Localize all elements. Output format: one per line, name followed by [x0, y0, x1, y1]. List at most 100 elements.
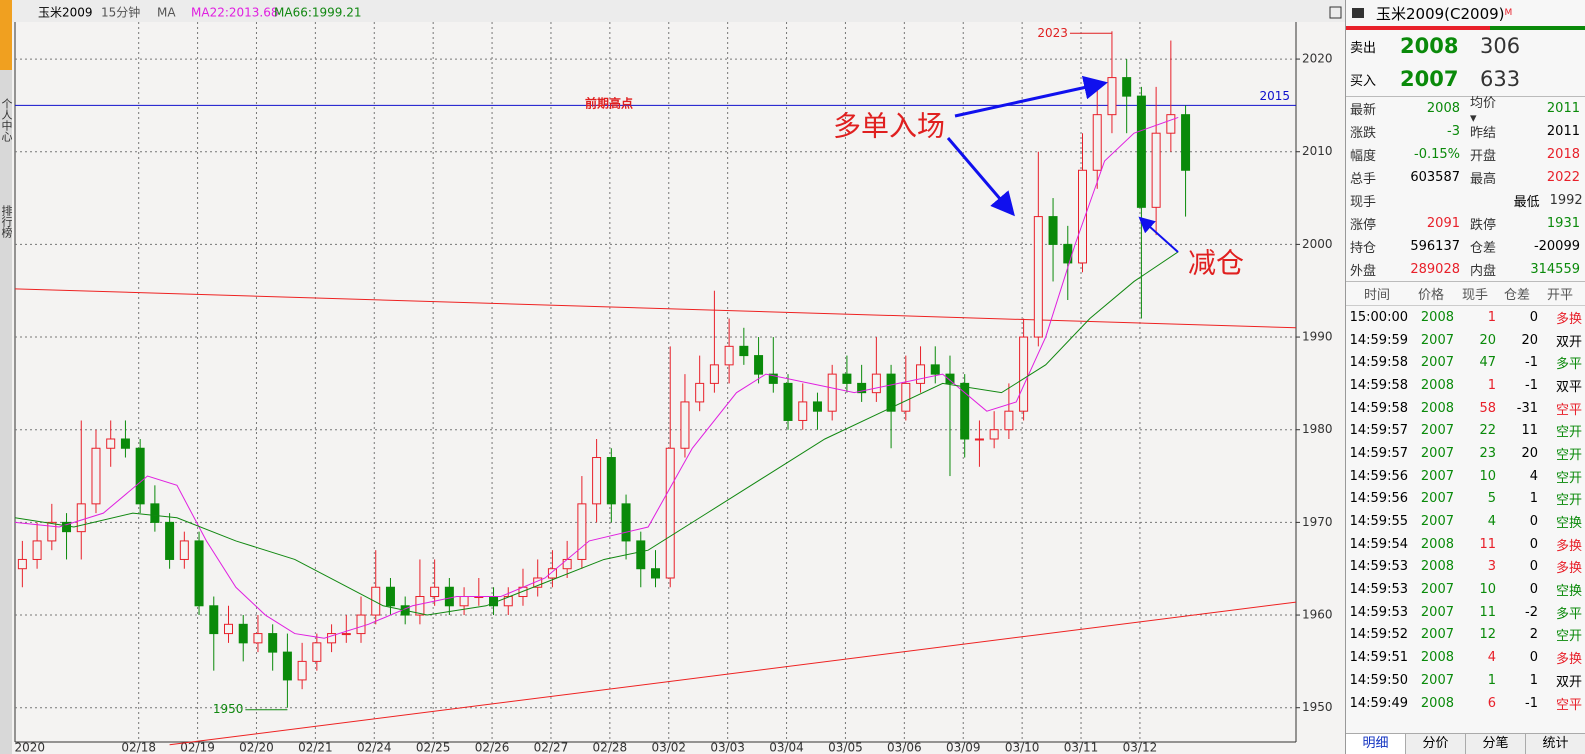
- tabs: 明细 分价 分笔 统计: [1346, 733, 1585, 754]
- period[interactable]: 15分钟: [101, 5, 140, 20]
- tick-row: 14:59:51 2008 4 0 多换: [1346, 646, 1585, 669]
- stat-cell: 跌停: [1470, 218, 1497, 233]
- candle-body: [798, 401, 808, 421]
- candle-body: [47, 521, 57, 542]
- stat-cell: 内盘: [1470, 264, 1497, 279]
- candle-body: [1166, 114, 1176, 134]
- tick-cell: 2007: [1420, 491, 1454, 507]
- maximize[interactable]: [1329, 6, 1342, 19]
- x-tick-label: 02/19: [180, 741, 215, 754]
- candle-body: [886, 373, 896, 412]
- tick-cell: 多换: [1555, 311, 1582, 327]
- tick-cell: 14:59:57: [1349, 445, 1408, 461]
- sell: 卖出 2008 306: [1346, 30, 1585, 62]
- x-tick-label: 03/09: [946, 741, 981, 754]
- tick-cell: 14:59:49: [1349, 695, 1408, 711]
- stat-row: 现手 最低 1992: [1346, 189, 1585, 212]
- sidebar-item[interactable]: 个人中心: [0, 98, 13, 142]
- candle-body: [1107, 77, 1117, 116]
- candle-body: [430, 586, 440, 598]
- tick-cell: 0: [1529, 650, 1538, 666]
- candle-body: [503, 596, 513, 607]
- candle-body: [356, 614, 366, 635]
- sidebar-top[interactable]: [0, 0, 12, 70]
- tick-cell: 2007: [1420, 355, 1454, 371]
- candle-body: [680, 401, 690, 449]
- tick-cell: 0: [1529, 309, 1538, 325]
- header-cell: 时间: [1363, 288, 1390, 303]
- candle-body: [341, 633, 351, 636]
- tick-cell: 14:59:50: [1349, 672, 1408, 688]
- y-tick-label: 1950: [1302, 700, 1333, 714]
- tab[interactable]: 统计: [1526, 734, 1585, 754]
- stat-cell: 603587: [1410, 170, 1460, 185]
- tab[interactable]: 明细: [1346, 734, 1406, 754]
- candle-body: [17, 558, 27, 570]
- candle-body: [724, 345, 734, 366]
- stat-cell: 596137: [1410, 239, 1460, 254]
- candle-body: [1181, 114, 1191, 171]
- y-tick-label: 1960: [1302, 608, 1333, 622]
- tick-cell: 10: [1479, 582, 1496, 598]
- tick-cell: 多换: [1555, 538, 1582, 554]
- tick-cell: 4: [1487, 650, 1496, 666]
- tick-cell: 空平: [1555, 697, 1582, 713]
- ma66-line: [14, 251, 1179, 616]
- x-tick-label: 02/25: [416, 741, 451, 754]
- tick-row: 14:59:52 2007 12 2 空开: [1346, 624, 1585, 647]
- collapse[interactable]: [1352, 8, 1364, 18]
- candle-body: [1151, 132, 1161, 208]
- tick-cell: 2007: [1420, 468, 1454, 484]
- tick-cell: 14:59:57: [1349, 423, 1408, 439]
- arrow: [946, 137, 1015, 217]
- candle-body: [1136, 95, 1146, 208]
- tick-cell: 2007: [1420, 332, 1454, 348]
- stat-cell: 2011: [1546, 124, 1580, 139]
- tick-cell: 多平: [1555, 357, 1582, 373]
- tick-cell: 14:59:53: [1349, 559, 1408, 575]
- tick-row: 14:59:54 2008 11 0 多换: [1346, 533, 1585, 556]
- tick-cell: -2: [1525, 604, 1538, 620]
- sidebar-item[interactable]: 排行榜: [0, 205, 13, 238]
- stat-cell: 2018: [1546, 147, 1580, 162]
- header-cell: 开平: [1546, 288, 1573, 303]
- tick-cell: 2008: [1420, 536, 1454, 552]
- candle-body: [444, 586, 454, 607]
- stat-cell: 总手: [1350, 172, 1377, 187]
- level-label: 2015: [1259, 89, 1290, 103]
- tick-cell: 14:59:55: [1349, 514, 1408, 530]
- tick-cell: 14:59:52: [1349, 627, 1408, 643]
- candle-body: [385, 586, 395, 607]
- symbol[interactable]: 玉米2009: [38, 6, 93, 20]
- tick-cell: 2: [1529, 627, 1538, 643]
- annotation: 减仓: [1188, 247, 1244, 280]
- tab[interactable]: 分笔: [1466, 734, 1526, 754]
- candle-body: [282, 651, 292, 681]
- candle-body: [327, 633, 337, 644]
- tick-cell: 0: [1529, 582, 1538, 598]
- candle-body: [974, 438, 984, 441]
- tick-cell: 2007: [1420, 582, 1454, 598]
- tick-cell: 2007: [1420, 423, 1454, 439]
- stat-row: 涨停 2091 跌停 1931: [1346, 212, 1585, 235]
- tick-cell: 11: [1521, 423, 1538, 439]
- title-mark: M: [1504, 8, 1513, 18]
- stats: 最新 2008 均价 ▾ 2011 涨跌 -3 昨结 2011 幅度 -0.15% 开盘 2018 总手…: [1346, 96, 1585, 282]
- candle-body: [1078, 169, 1087, 264]
- trend-line: [14, 288, 1297, 329]
- tick-cell: 14:59:53: [1349, 604, 1408, 620]
- tick-cell: 1: [1487, 309, 1496, 325]
- candle-body: [253, 633, 263, 644]
- tick-cell: 2007: [1420, 445, 1454, 461]
- indicator[interactable]: MA: [157, 6, 176, 20]
- candle-body: [106, 438, 116, 449]
- high-label: 2023: [1037, 26, 1068, 40]
- tick-cell: 空开: [1555, 493, 1582, 509]
- tab[interactable]: 分价: [1406, 734, 1466, 754]
- stat-row: 涨跌 -3 昨结 2011: [1346, 120, 1585, 143]
- ma66-label: MA66:1999.21: [274, 6, 362, 20]
- x-tick-label: 2020: [14, 741, 45, 754]
- label: 买入: [1350, 73, 1377, 89]
- tick-cell: 20: [1521, 332, 1538, 348]
- stat-cell: 1992: [1549, 193, 1583, 208]
